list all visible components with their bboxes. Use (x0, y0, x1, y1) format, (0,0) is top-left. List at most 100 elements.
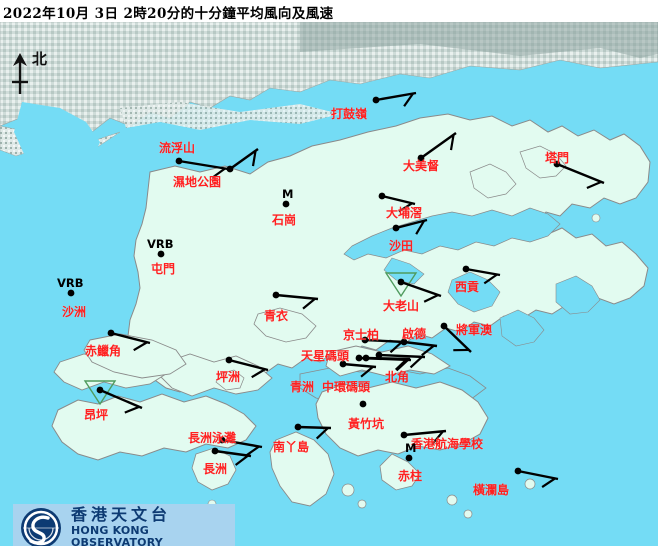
station-label-cheung-chau-beach: 長洲泳灘 (188, 431, 237, 445)
station-marker-north-point[interactable] (355, 354, 363, 362)
station-marker-tseung-kwan-o[interactable] (440, 322, 448, 330)
wind-barb-feather (449, 134, 455, 151)
station-label-waglan-island: 橫瀾島 (473, 483, 510, 497)
station-marker-lamma-island[interactable] (294, 423, 302, 431)
north-arrow-icon (12, 53, 28, 94)
wind-barb-feather (483, 273, 498, 285)
wind-barb-feather (409, 356, 423, 369)
station-label-kai-tak: 啟德 (402, 327, 427, 341)
station-label-tai-mei-tuk: 大美督 (403, 159, 440, 173)
station-marker-chek-lap-kok[interactable] (107, 329, 115, 337)
station-marker-hk-sea-school[interactable] (400, 431, 408, 439)
north-label: 北 (32, 50, 48, 68)
station-marker-lau-fau-shan[interactable] (175, 157, 183, 165)
wind-barb-shaft (556, 162, 605, 185)
station-label-shek-kong: 石崗 (272, 213, 297, 227)
wind-barb-shaft (403, 340, 438, 348)
lantau-island (51, 351, 273, 461)
station-marker-peng-chau[interactable] (225, 356, 233, 364)
wind-flag-shek-kong: M (282, 187, 294, 201)
plover-cove-detail (469, 145, 567, 199)
wind-barb-shaft (381, 194, 416, 206)
wind-barb-shaft (375, 91, 417, 102)
station-marker-tai-mei-tuk[interactable] (417, 154, 425, 162)
wind-barb-feather (395, 359, 409, 372)
wind-barb-feather (415, 220, 426, 235)
station-label-ngong-ping: 昂坪 (84, 408, 109, 422)
station-marker-stanley[interactable] (405, 454, 413, 462)
station-label-lamma-island: 南丫島 (273, 440, 310, 454)
station-label-wetland-park: 濕地公園 (173, 175, 222, 189)
deep-bay-inlet (14, 102, 150, 186)
station-marker-tap-mun[interactable] (553, 160, 561, 168)
wind-barb-feather (360, 365, 374, 378)
station-label-central-pier: 中環碼頭 (322, 380, 371, 394)
wind-barb-shaft (365, 356, 411, 361)
wind-barb-shaft (110, 331, 151, 345)
wind-flag-tuen-mun: VRB (147, 237, 174, 251)
station-label-tai-po-kau: 大埔滘 (386, 206, 423, 220)
station-marker-sha-tin[interactable] (392, 224, 400, 232)
wind-barb-shaft (297, 425, 332, 430)
station-marker-kings-park[interactable] (361, 336, 369, 344)
wind-barb-feather (251, 150, 257, 167)
station-marker-sha-chau[interactable] (67, 289, 75, 297)
station-marker-tuen-mun[interactable] (157, 250, 165, 258)
station-marker-green-island[interactable] (339, 360, 347, 368)
wind-barb-shaft (342, 362, 377, 369)
wind-barb-feather (403, 92, 414, 107)
wind-barb-shaft (364, 338, 406, 344)
station-marker-sai-kung[interactable] (462, 265, 470, 273)
wind-barb-layer (67, 91, 605, 488)
station-marker-cheung-chau-beach[interactable] (218, 436, 226, 444)
station-marker-shek-kong[interactable] (282, 200, 290, 208)
station-label-tsing-yi: 青衣 (264, 309, 289, 323)
station-label-hk-sea-school: 香港航海學校 (411, 437, 484, 451)
station-marker-tsing-yi[interactable] (272, 291, 280, 299)
station-label-green-island: 青洲 (290, 380, 315, 394)
station-marker-tai-po-kau[interactable] (378, 192, 386, 200)
station-label-sai-kung: 西貢 (455, 280, 480, 294)
station-marker-tates-cairn[interactable] (397, 278, 405, 286)
wind-barb-shaft (403, 429, 447, 437)
wind-barb-shaft (420, 132, 457, 159)
tsing-yi-island (253, 307, 317, 343)
station-marker-waglan-island[interactable] (514, 467, 522, 475)
wind-flag-sha-chau: VRB (57, 276, 84, 290)
wind-barb-shaft (228, 358, 269, 372)
wind-barb-shaft (221, 438, 263, 449)
station-marker-wong-chuk-hang[interactable] (359, 400, 367, 408)
wind-barb-feather (423, 294, 439, 303)
chek-lap-kok-island (83, 333, 187, 379)
hongkong-wind-map[interactable]: 北 打鼓嶺 流浮山 濕地公園 大美督 塔門 石崗 M 大埔滘 沙田 屯門 VRB 西貢 沙洲 VRB 青衣 大… (0, 22, 658, 546)
peng-chau-island (215, 369, 245, 391)
kowloon-peninsula (325, 345, 451, 377)
wind-flag-stanley: M (405, 441, 417, 455)
wind-barb-feather (389, 341, 403, 354)
wind-barb-shaft (378, 353, 426, 359)
station-label-north-point: 北角 (385, 370, 410, 384)
station-marker-cheung-chau[interactable] (211, 447, 219, 455)
hko-logo-icon (21, 508, 61, 546)
station-marker-star-ferry[interactable] (375, 351, 383, 359)
wind-barb-shaft (443, 325, 472, 353)
wind-barb-shaft (214, 449, 252, 458)
station-label-kings-park: 京士柏 (343, 328, 380, 342)
wind-barb-feather (211, 167, 226, 179)
wind-barb-shaft (178, 159, 229, 171)
station-label-sha-chau: 沙洲 (62, 305, 87, 319)
station-marker-ta-kwu-ling[interactable] (372, 96, 380, 104)
wind-barb-shaft (99, 388, 143, 410)
station-label-wong-chuk-hang: 黃竹坑 (348, 417, 385, 431)
station-marker-ngong-ping[interactable] (96, 386, 104, 394)
wind-barb-feather (421, 344, 435, 357)
logo-english-name: HONG KONG OBSERVATORY (71, 523, 163, 546)
wind-barb-feather (245, 445, 260, 457)
station-marker-kai-tak[interactable] (400, 338, 408, 346)
station-marker-central-pier[interactable] (362, 354, 370, 362)
wind-barb-feather (315, 427, 329, 440)
station-marker-wetland-park[interactable] (226, 165, 234, 173)
station-label-sha-tin: 沙田 (389, 239, 414, 253)
wind-barb-feather (302, 297, 316, 310)
